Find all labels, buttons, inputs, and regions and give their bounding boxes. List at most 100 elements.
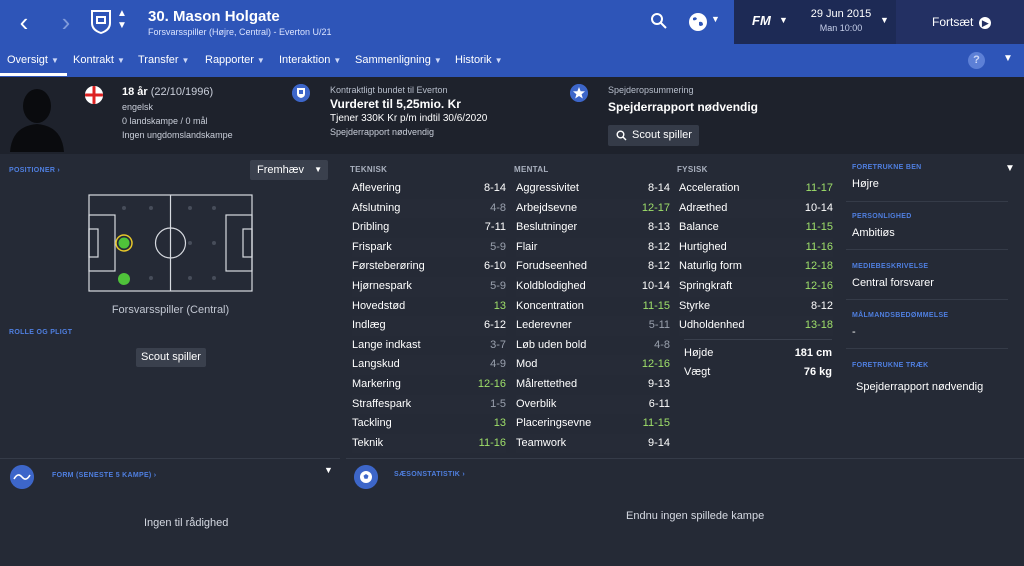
weight-value: 76 kg <box>803 366 832 378</box>
attribute-name: Tackling <box>352 417 392 430</box>
nationality: engelsk <box>122 102 154 112</box>
attribute-row[interactable]: Førsteberøring 6-10 <box>352 257 506 277</box>
attribute-value: 8-12 <box>647 240 670 253</box>
attribute-value: 11-15 <box>805 221 833 234</box>
attribute-name: Forudseenhed <box>516 260 587 273</box>
attribute-row[interactable]: Placeringsevne 11-15 <box>516 414 670 434</box>
attribute-row[interactable]: Mod 12-16 <box>516 355 670 375</box>
attribute-row[interactable]: Adræthed 10-14 <box>679 198 833 219</box>
attribute-row[interactable]: Lederevner 5-11 <box>516 316 670 336</box>
date-chevron-icon[interactable]: ▼ <box>880 15 889 25</box>
attribute-row[interactable]: Målrettethed 9-13 <box>516 375 670 395</box>
attribute-row[interactable]: Langskud 4-9 <box>352 355 506 375</box>
forward-arrow-icon[interactable]: › <box>61 7 71 37</box>
preferred-foot: Højre <box>852 178 879 190</box>
attribute-value: 7-11 <box>484 221 506 234</box>
attribute-row[interactable]: Løb uden bold 4-8 <box>516 336 670 356</box>
tabbar-chevron-icon[interactable]: ▼ <box>1003 53 1013 64</box>
attribute-row[interactable]: Hurtighed 11-16 <box>679 237 833 258</box>
attribute-row[interactable]: Balance 11-15 <box>679 218 833 238</box>
attribute-row[interactable]: Acceleration 11-17 <box>679 179 833 199</box>
attribute-row[interactable]: Naturlig form 12-18 <box>679 257 833 277</box>
attribute-row[interactable]: Aggressivitet 8-14 <box>516 179 670 199</box>
attribute-row[interactable]: Styrke 8-12 <box>679 297 833 317</box>
scout-player-button-left[interactable]: Scout spiller <box>136 348 206 367</box>
attribute-row[interactable]: Arbejdsevne 12-17 <box>516 198 670 219</box>
attribute-row[interactable]: Tackling 13 <box>352 414 506 434</box>
attribute-row[interactable]: Koncentration 11-15 <box>516 297 670 317</box>
attribute-value: 11-16 <box>478 436 506 449</box>
attribute-row[interactable]: Teknik 11-16 <box>352 433 506 454</box>
positions-label[interactable]: POSITIONER › <box>9 167 61 174</box>
attribute-row[interactable]: Forudseenhed 8-12 <box>516 257 670 277</box>
preferred-foot-label: FORETRUKNE BEN <box>852 164 922 171</box>
scout-summary-label: Spejderopsummering <box>608 85 694 95</box>
scout-summary-title: Spejderrapport nødvendig <box>608 100 759 114</box>
position-pitch <box>88 194 253 292</box>
preferred-traits: Spejderrapport nødvendig <box>856 381 984 393</box>
form-chevron-icon[interactable]: ▼ <box>324 465 333 475</box>
right-panel-chevron-icon[interactable]: ▼ <box>1005 163 1015 174</box>
tab-label: Transfer <box>138 54 179 66</box>
weight-label: Vægt <box>684 366 711 378</box>
tab-interaktion[interactable]: Interaktion ▼ <box>279 54 342 66</box>
attribute-value: 12-16 <box>804 279 833 292</box>
attribute-row[interactable]: Aflevering 8-14 <box>352 179 506 199</box>
help-icon[interactable]: ? <box>968 52 985 69</box>
tab-transfer[interactable]: Transfer ▼ <box>138 54 190 66</box>
attribute-value: 5-11 <box>648 319 670 332</box>
attribute-row[interactable]: Udholdenhed 13-18 <box>679 316 833 336</box>
attribute-row[interactable]: Koldblodighed 10-14 <box>516 276 670 297</box>
form-label[interactable]: FORM (SENESTE 5 KAMPE) › <box>52 472 157 479</box>
globe-chevron-icon[interactable]: ▼ <box>711 14 720 24</box>
attribute-row[interactable]: Flair 8-12 <box>516 237 670 258</box>
attribute-row[interactable]: Beslutninger 8-13 <box>516 218 670 238</box>
attribute-row[interactable]: Dribling 7-11 <box>352 218 506 238</box>
attribute-name: Løb uden bold <box>516 338 587 351</box>
attribute-name: Naturlig form <box>679 260 742 273</box>
tab-rapporter[interactable]: Rapporter ▼ <box>205 54 265 66</box>
attribute-value: 5-9 <box>490 240 506 253</box>
fm-logo[interactable]: FM <box>752 13 771 28</box>
dob-text: (22/10/1996) <box>150 86 214 98</box>
attribute-row[interactable]: Indlæg 6-12 <box>352 316 506 336</box>
attribute-value: 4-8 <box>490 201 506 214</box>
player-avatar <box>10 89 64 152</box>
attribute-row[interactable]: Overblik 6-11 <box>516 394 670 415</box>
attribute-value: 13 <box>493 417 506 430</box>
tab-kontrakt[interactable]: Kontrakt ▼ <box>73 54 125 66</box>
attribute-row[interactable]: Hovedstød 13 <box>352 297 506 317</box>
season-stats-label[interactable]: SÆSONSTATISTIK › <box>394 471 466 478</box>
height-row: Højde 181 cm <box>684 347 832 359</box>
goalkeeper-rating: - <box>852 326 856 338</box>
player-subtitle: Forsvarsspiller (Højre, Central) - Evert… <box>148 27 332 37</box>
globe-icon[interactable] <box>688 12 708 32</box>
attribute-name: Overblik <box>516 397 557 410</box>
attribute-value: 4-8 <box>654 338 670 351</box>
technical-attributes: Aflevering 8-14 Afslutning 4-8 Dribling 7-11 F… <box>352 179 506 454</box>
attribute-row[interactable]: Straffespark 1-5 <box>352 394 506 415</box>
attribute-value: 5-9 <box>490 279 506 292</box>
attribute-row[interactable]: Frispark 5-9 <box>352 237 506 258</box>
continue-button[interactable]: Fortsæt ▶ <box>896 0 1024 44</box>
highlight-dropdown[interactable]: Fremhæv ▼ <box>250 160 328 180</box>
back-arrow-icon[interactable]: ‹ <box>19 7 29 37</box>
fm-menu-chevron-icon[interactable]: ▼ <box>779 15 788 25</box>
attribute-value: 9-14 <box>647 436 670 449</box>
attribute-value: 12-16 <box>477 377 506 390</box>
tab-oversigt[interactable]: Oversigt ▼ <box>7 54 59 66</box>
player-switch-updown[interactable]: ▲ ▼ <box>117 8 127 31</box>
attribute-row[interactable]: Afslutning 4-8 <box>352 198 506 219</box>
attribute-row[interactable]: Lange indkast 3-7 <box>352 336 506 356</box>
height-value: 181 cm <box>794 347 832 359</box>
search-icon[interactable] <box>650 12 668 30</box>
tab-historik[interactable]: Historik ▼ <box>455 54 503 66</box>
attribute-row[interactable]: Teamwork 9-14 <box>516 433 670 454</box>
game-date[interactable]: 29 Jun 2015 Man 10:00 <box>805 8 877 33</box>
attribute-row[interactable]: Markering 12-16 <box>352 375 506 395</box>
attribute-name: Dribling <box>352 221 390 234</box>
attribute-row[interactable]: Springkraft 12-16 <box>679 276 833 297</box>
scout-player-button-top[interactable]: Scout spiller <box>608 125 699 146</box>
attribute-row[interactable]: Hjørnespark 5-9 <box>352 276 506 297</box>
tab-sammenligning[interactable]: Sammenligning ▼ <box>355 54 442 66</box>
